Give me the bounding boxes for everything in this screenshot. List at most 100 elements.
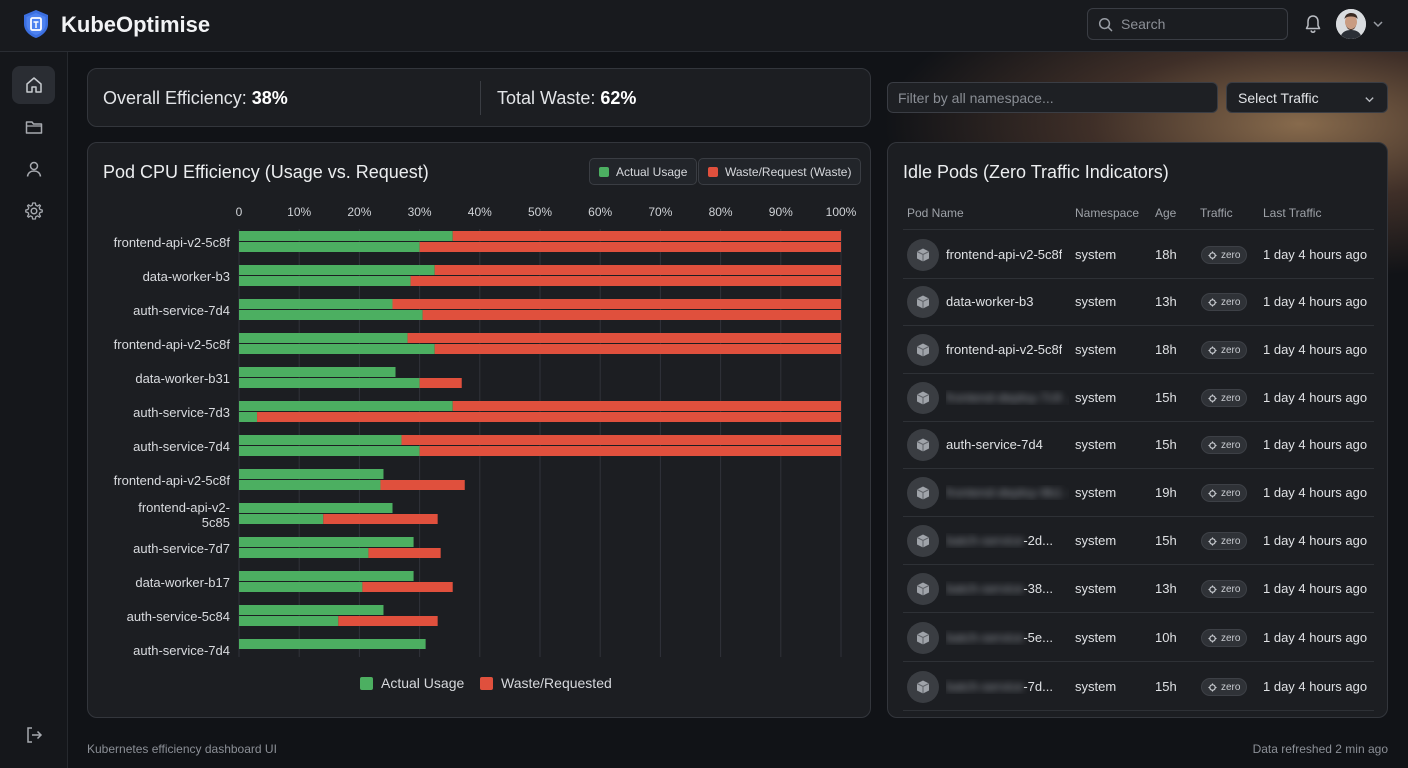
usage-bar[interactable]	[239, 571, 414, 581]
usage-bar[interactable]	[239, 480, 381, 490]
waste-bar[interactable]	[419, 242, 841, 252]
pod-name[interactable]: auth-service-7d4	[946, 437, 1043, 452]
table-row[interactable]: batch-service-38... system 13h zero 1 day 4 …	[903, 565, 1374, 613]
table-row[interactable]: frontend-deploy-7c9 ... system 15h zero 1 da…	[903, 374, 1374, 422]
table-row[interactable]: auth-service-7d4 system 15h zero 1 day 4 hou…	[903, 421, 1374, 469]
shield-logo-icon[interactable]	[21, 9, 51, 39]
table-row[interactable]: batch-service-7d... system 15h zero 1 day 4 …	[903, 663, 1374, 711]
usage-bar[interactable]	[239, 276, 411, 286]
usage-bar[interactable]	[239, 367, 396, 377]
sidebar-item-settings[interactable]	[12, 192, 55, 230]
logout-button[interactable]	[12, 716, 55, 754]
waste-bar[interactable]	[422, 310, 841, 320]
usage-bar[interactable]	[239, 299, 393, 309]
usage-bar[interactable]	[239, 616, 339, 626]
efficiency-summary: Overall Efficiency: 38% Total Waste: 62%	[87, 68, 871, 127]
y-category-label: 5c85	[202, 515, 230, 530]
pod-name-text: -38...	[1023, 581, 1053, 596]
chart-plot: 0 10% 20% 30% 40% 50% 60% 70% 80% 90% 100% frontend…	[114, 205, 857, 658]
usage-bar[interactable]	[239, 446, 420, 456]
pod-age: 10h	[1155, 630, 1177, 645]
usage-bar[interactable]	[239, 605, 384, 615]
pod-name[interactable]: frontend-deploy-9b1 -	[946, 485, 1069, 500]
table-row[interactable]: batch-service-5e... system 10h zero 1 day 4 …	[903, 614, 1374, 662]
pod-name[interactable]: batch-service-5e...	[946, 630, 1053, 645]
zero-traffic-icon	[1208, 345, 1217, 355]
usage-bar[interactable]	[239, 435, 402, 445]
usage-bar[interactable]	[239, 265, 435, 275]
column-header-traffic[interactable]: Traffic	[1200, 206, 1233, 220]
usage-bar[interactable]	[239, 639, 426, 649]
usage-bar[interactable]	[239, 310, 423, 320]
column-header-age[interactable]: Age	[1155, 206, 1177, 220]
usage-bar[interactable]	[239, 231, 453, 241]
table-row[interactable]: batch-service-2d... system 15h zero 1 day 4 …	[903, 517, 1374, 565]
waste-bar[interactable]	[368, 548, 441, 558]
column-header-namespace[interactable]: Namespace	[1075, 206, 1140, 220]
column-header-pod-name[interactable]: Pod Name	[907, 206, 964, 220]
bell-icon[interactable]	[1302, 13, 1324, 35]
table-row[interactable]: frontend-api-v2-5c8f system 18h zero 1 day 4…	[903, 326, 1374, 374]
search-input[interactable]	[1121, 16, 1271, 32]
usage-bar[interactable]	[239, 582, 363, 592]
legend-waste[interactable]: Waste/Request (Waste)	[698, 158, 862, 185]
pod-name[interactable]: batch-service-38...	[946, 581, 1053, 596]
y-category-label: auth-service-7d4	[133, 643, 230, 658]
namespace-filter-input[interactable]	[898, 89, 1198, 106]
waste-bar[interactable]	[338, 616, 438, 626]
traffic-select[interactable]: Select Traffic	[1226, 82, 1388, 113]
last-traffic: 1 day 4 hours ago	[1263, 485, 1368, 500]
bottom-legend-waste[interactable]: Waste/Requested	[480, 675, 612, 691]
usage-bar[interactable]	[239, 412, 258, 422]
usage-bar[interactable]	[239, 378, 420, 388]
table-row[interactable]: frontend-deploy-9b1 - system 19h zero 1 day …	[903, 469, 1374, 517]
pod-name[interactable]: batch-service-7d...	[946, 679, 1053, 694]
waste-bar[interactable]	[362, 582, 453, 592]
usage-bar[interactable]	[239, 344, 435, 354]
sidebar-item-folders[interactable]	[12, 108, 55, 146]
usage-bar[interactable]	[239, 242, 420, 252]
pod-name[interactable]: frontend-api-v2-5c8f	[946, 247, 1062, 262]
table-row[interactable]: data-worker-b3 system 13h zero 1 day 4 hours…	[903, 278, 1374, 326]
waste-bar[interactable]	[452, 231, 841, 241]
traffic-badge: zero	[1201, 341, 1248, 359]
usage-bar[interactable]	[239, 514, 324, 524]
user-avatar[interactable]	[1336, 9, 1366, 39]
waste-bar[interactable]	[410, 276, 841, 286]
sidebar-item-home[interactable]	[12, 66, 55, 104]
waste-bar[interactable]	[257, 412, 841, 422]
cube-icon	[907, 429, 939, 461]
bottom-legend-actual-usage[interactable]: Actual Usage	[360, 675, 464, 691]
usage-bar[interactable]	[239, 548, 369, 558]
pod-name[interactable]: frontend-api-v2-5c8f	[946, 342, 1062, 357]
waste-bar[interactable]	[323, 514, 438, 524]
usage-bar[interactable]	[239, 401, 453, 411]
chevron-down-icon[interactable]	[1372, 18, 1384, 30]
pod-name[interactable]: data-worker-b3	[946, 294, 1033, 309]
usage-bar[interactable]	[239, 333, 408, 343]
waste-bar[interactable]	[401, 435, 841, 445]
waste-bar[interactable]	[392, 299, 841, 309]
traffic-value: zero	[1221, 487, 1241, 499]
waste-bar[interactable]	[380, 480, 465, 490]
legend-actual-usage[interactable]: Actual Usage	[589, 158, 698, 185]
sidebar-item-users[interactable]	[12, 150, 55, 188]
waste-bar[interactable]	[419, 446, 841, 456]
usage-bar[interactable]	[239, 469, 384, 479]
waste-swatch	[708, 166, 718, 177]
cube-icon	[907, 573, 939, 605]
search-box[interactable]	[1087, 8, 1288, 40]
last-traffic: 1 day 4 hours ago	[1263, 390, 1368, 405]
pod-name[interactable]: frontend-deploy-7c9 ...	[946, 390, 1069, 405]
waste-bar[interactable]	[452, 401, 841, 411]
table-row[interactable]: frontend-api-v2-5c8f system 18h zero 1 day 4…	[903, 231, 1374, 279]
usage-bar[interactable]	[239, 537, 414, 547]
column-header-last-traffic[interactable]: Last Traffic	[1263, 206, 1322, 220]
waste-bar[interactable]	[434, 344, 841, 354]
waste-bar[interactable]	[419, 378, 462, 388]
waste-bar[interactable]	[434, 265, 841, 275]
pod-name[interactable]: batch-service-2d...	[946, 533, 1053, 548]
namespace-filter[interactable]	[887, 82, 1218, 113]
usage-bar[interactable]	[239, 503, 393, 513]
waste-bar[interactable]	[407, 333, 841, 343]
